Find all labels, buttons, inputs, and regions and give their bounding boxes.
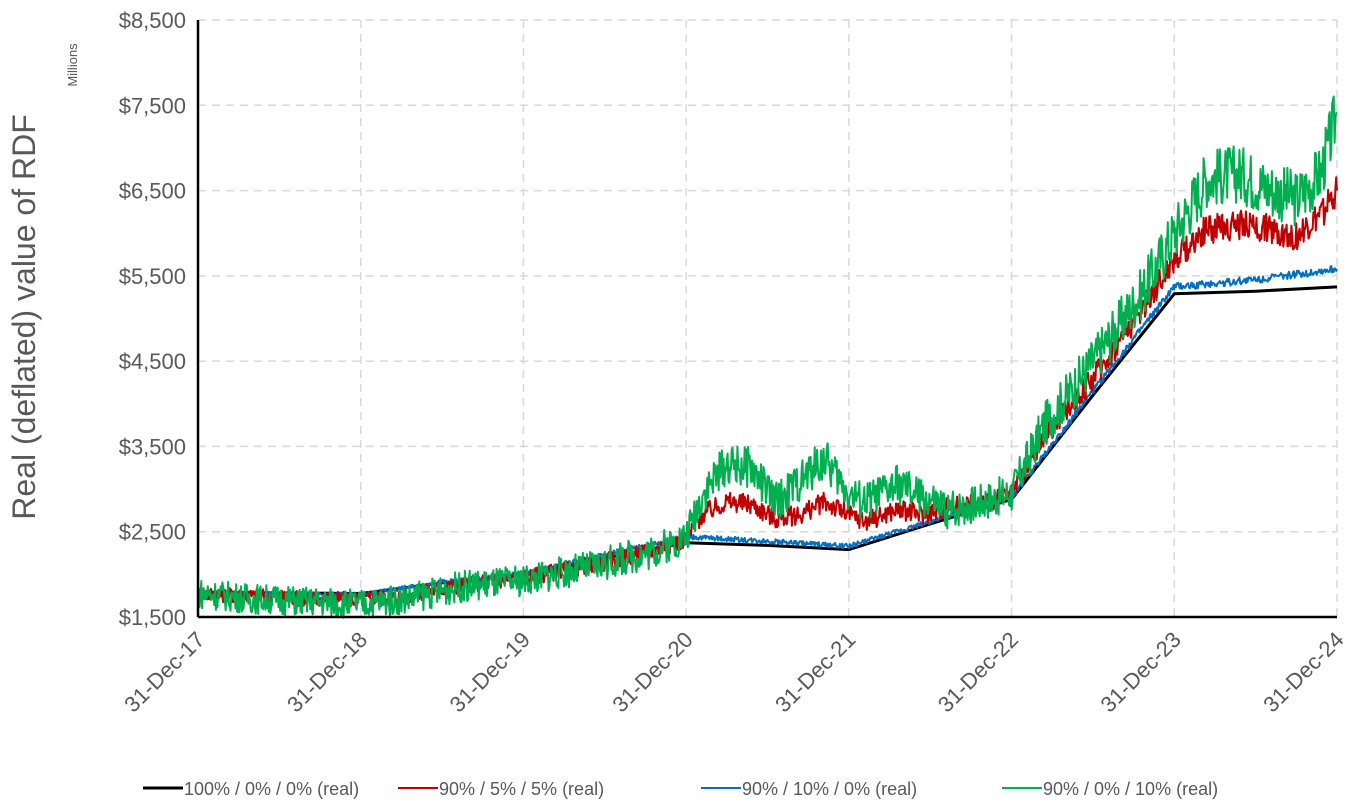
y-axis-units: Millions — [65, 43, 80, 87]
x-tick-label: 31-Dec-20 — [607, 627, 697, 717]
x-tick-label: 31-Dec-18 — [282, 627, 372, 717]
x-tick-label: 31-Dec-17 — [119, 627, 209, 717]
x-tick-label: 31-Dec-24 — [1258, 627, 1348, 717]
y-tick-label: $6,500 — [119, 179, 186, 204]
legend-label: 90% / 0% / 10% (real) — [1043, 779, 1218, 799]
legend: 100% / 0% / 0% (real) 90% / 5% / 5% (real… — [143, 779, 1218, 799]
legend-label: 90% / 5% / 5% (real) — [439, 779, 604, 799]
series-line — [197, 265, 1338, 598]
y-tick-labels: $1,500 $2,500 $3,500 $4,500 $5,500 $6,500 $7,5… — [119, 8, 186, 630]
x-tick-label: 31-Dec-21 — [770, 627, 860, 717]
y-tick-label: $8,500 — [119, 8, 186, 33]
y-tick-label: $7,500 — [119, 93, 186, 118]
y-tick-label: $1,500 — [119, 605, 186, 630]
y-tick-label: $5,500 — [119, 264, 186, 289]
y-tick-label: $2,500 — [119, 520, 186, 545]
axes — [196, 20, 1337, 619]
series-line — [197, 95, 1338, 619]
grid — [198, 19, 1338, 617]
x-tick-label: 31-Dec-23 — [1096, 627, 1186, 717]
x-tick-labels: 31-Dec-17 31-Dec-18 31-Dec-19 31-Dec-20 31-D… — [119, 627, 1348, 717]
y-tick-label: $3,500 — [119, 434, 186, 459]
y-tick-label: $4,500 — [119, 349, 186, 374]
legend-label: 100% / 0% / 0% (real) — [184, 779, 359, 799]
legend-label: 90% / 10% / 0% (real) — [742, 779, 917, 799]
x-tick-label: 31-Dec-22 — [933, 627, 1023, 717]
series-line — [197, 285, 1338, 595]
y-axis-title: Real (deflated) value of RDF — [6, 114, 42, 520]
x-tick-label: 31-Dec-19 — [445, 627, 535, 717]
series-group — [197, 95, 1338, 619]
